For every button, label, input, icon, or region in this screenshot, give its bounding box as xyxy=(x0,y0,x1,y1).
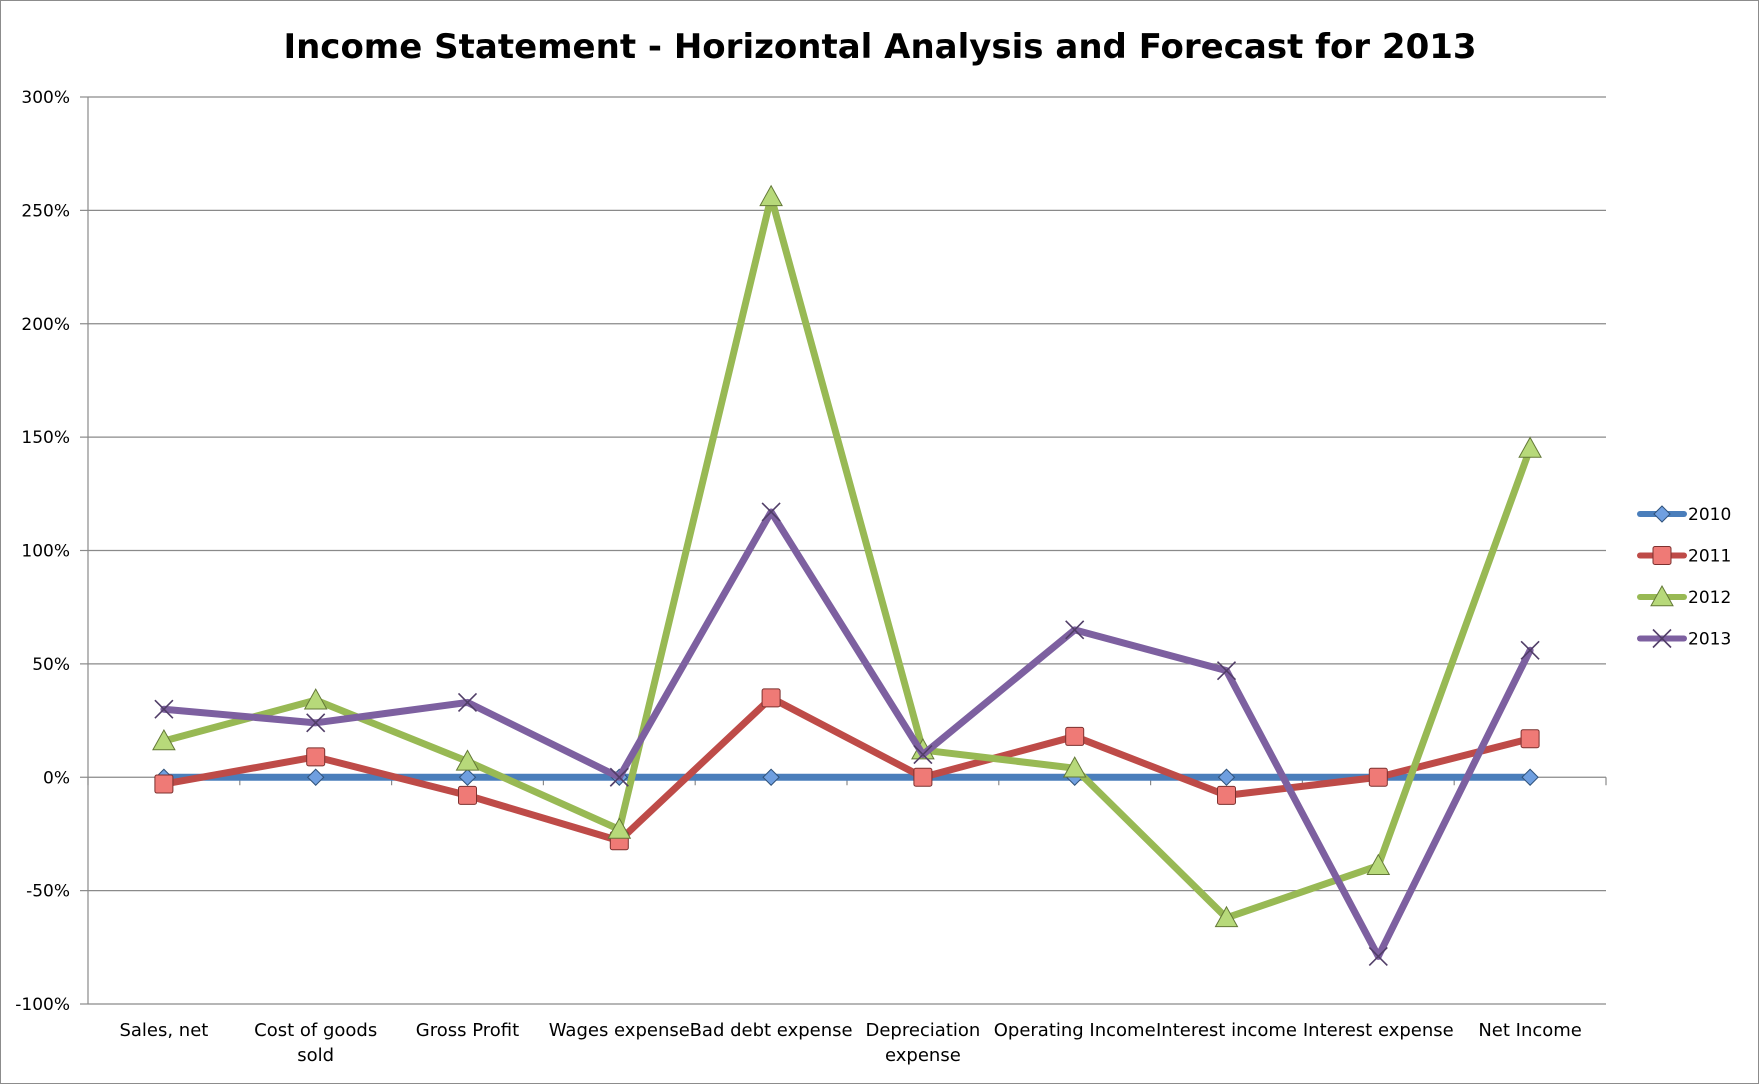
data-point xyxy=(1518,436,1542,458)
legend-entry-2013: 2013 xyxy=(1637,628,1731,650)
data-point xyxy=(1217,768,1236,786)
data-point xyxy=(759,184,783,207)
data-point xyxy=(306,713,326,733)
x-category-label: Interest expense xyxy=(1303,1020,1454,1041)
legend-entry-2011: 2011 xyxy=(1637,546,1731,567)
data-point xyxy=(306,768,325,786)
data-point xyxy=(761,688,781,708)
legend-label: 2011 xyxy=(1688,547,1731,567)
data-point xyxy=(152,728,176,751)
data-point xyxy=(913,745,933,765)
data-point xyxy=(455,749,480,771)
y-tick-label: 100% xyxy=(21,542,70,562)
chart-title: Income Statement - Horizontal Analysis a… xyxy=(283,27,1476,67)
series-line-2013 xyxy=(160,508,1534,960)
y-tick-label: -50% xyxy=(26,882,70,902)
x-category-label: Sales, net xyxy=(119,1020,208,1041)
legend-label: 2013 xyxy=(1688,630,1731,650)
data-point xyxy=(1062,756,1087,778)
y-tick-label: 200% xyxy=(21,315,70,335)
data-point xyxy=(761,502,781,522)
y-tick-label: 0% xyxy=(43,768,70,788)
x-category-label: Operating Income xyxy=(994,1020,1156,1041)
legend-marker xyxy=(1650,584,1674,607)
data-point xyxy=(1065,620,1085,640)
data-point xyxy=(1366,853,1391,875)
series-line-2011 xyxy=(160,694,1534,845)
y-axis-tick-labels: 300% 250% 200% 150% 100% 50% 0% -50% -100% xyxy=(15,88,70,1015)
x-category-label: Interest income xyxy=(1156,1020,1297,1041)
x-category-label: Wages expense xyxy=(549,1020,690,1041)
series-line-2012 xyxy=(160,193,1534,922)
x-axis-category-labels: Sales, net Cost of goods sold Gross Profit W… xyxy=(119,1020,1581,1066)
x-category-label: Depreciation expense xyxy=(865,1020,980,1066)
y-tick-label: 50% xyxy=(32,655,70,675)
legend-marker xyxy=(1652,546,1672,565)
data-point xyxy=(762,768,780,786)
x-category-label: Cost of goods sold xyxy=(254,1020,377,1066)
data-point xyxy=(1214,905,1239,928)
data-point xyxy=(1065,726,1085,746)
data-point xyxy=(1368,767,1388,787)
data-point xyxy=(1521,768,1539,786)
legend-entry-2010: 2010 xyxy=(1637,505,1731,525)
data-point xyxy=(1368,946,1388,966)
data-point xyxy=(913,767,933,787)
x-category-label: Bad debt expense xyxy=(690,1020,853,1041)
y-tick-label: 300% xyxy=(21,88,70,108)
data-point xyxy=(457,692,478,712)
y-tick-label: -100% xyxy=(15,995,70,1015)
y-tick-label: 250% xyxy=(21,201,70,221)
data-point xyxy=(609,767,629,787)
data-point xyxy=(1216,661,1237,681)
legend-label: 2012 xyxy=(1688,588,1731,608)
data-point xyxy=(1520,729,1540,749)
legend-marker xyxy=(1652,628,1672,649)
y-tick-label: 150% xyxy=(21,428,70,448)
data-point xyxy=(154,699,174,719)
data-point xyxy=(303,688,328,710)
legend-label: 2010 xyxy=(1688,505,1731,525)
legend-marker xyxy=(1653,505,1671,523)
data-point xyxy=(1217,785,1236,805)
data-point xyxy=(306,747,326,767)
data-point xyxy=(458,768,477,786)
x-category-label: Gross Profit xyxy=(416,1020,519,1041)
series-2012 xyxy=(152,184,1542,928)
series-2013 xyxy=(154,502,1540,966)
data-point xyxy=(154,774,174,794)
legend-entry-2012: 2012 xyxy=(1637,584,1731,608)
data-point xyxy=(1520,640,1540,660)
data-point xyxy=(607,817,632,839)
series-lines xyxy=(152,184,1542,966)
legend: 2010 2011 2012 2013 xyxy=(1637,505,1731,650)
data-point xyxy=(458,785,477,805)
x-category-label: Net Income xyxy=(1478,1020,1582,1041)
